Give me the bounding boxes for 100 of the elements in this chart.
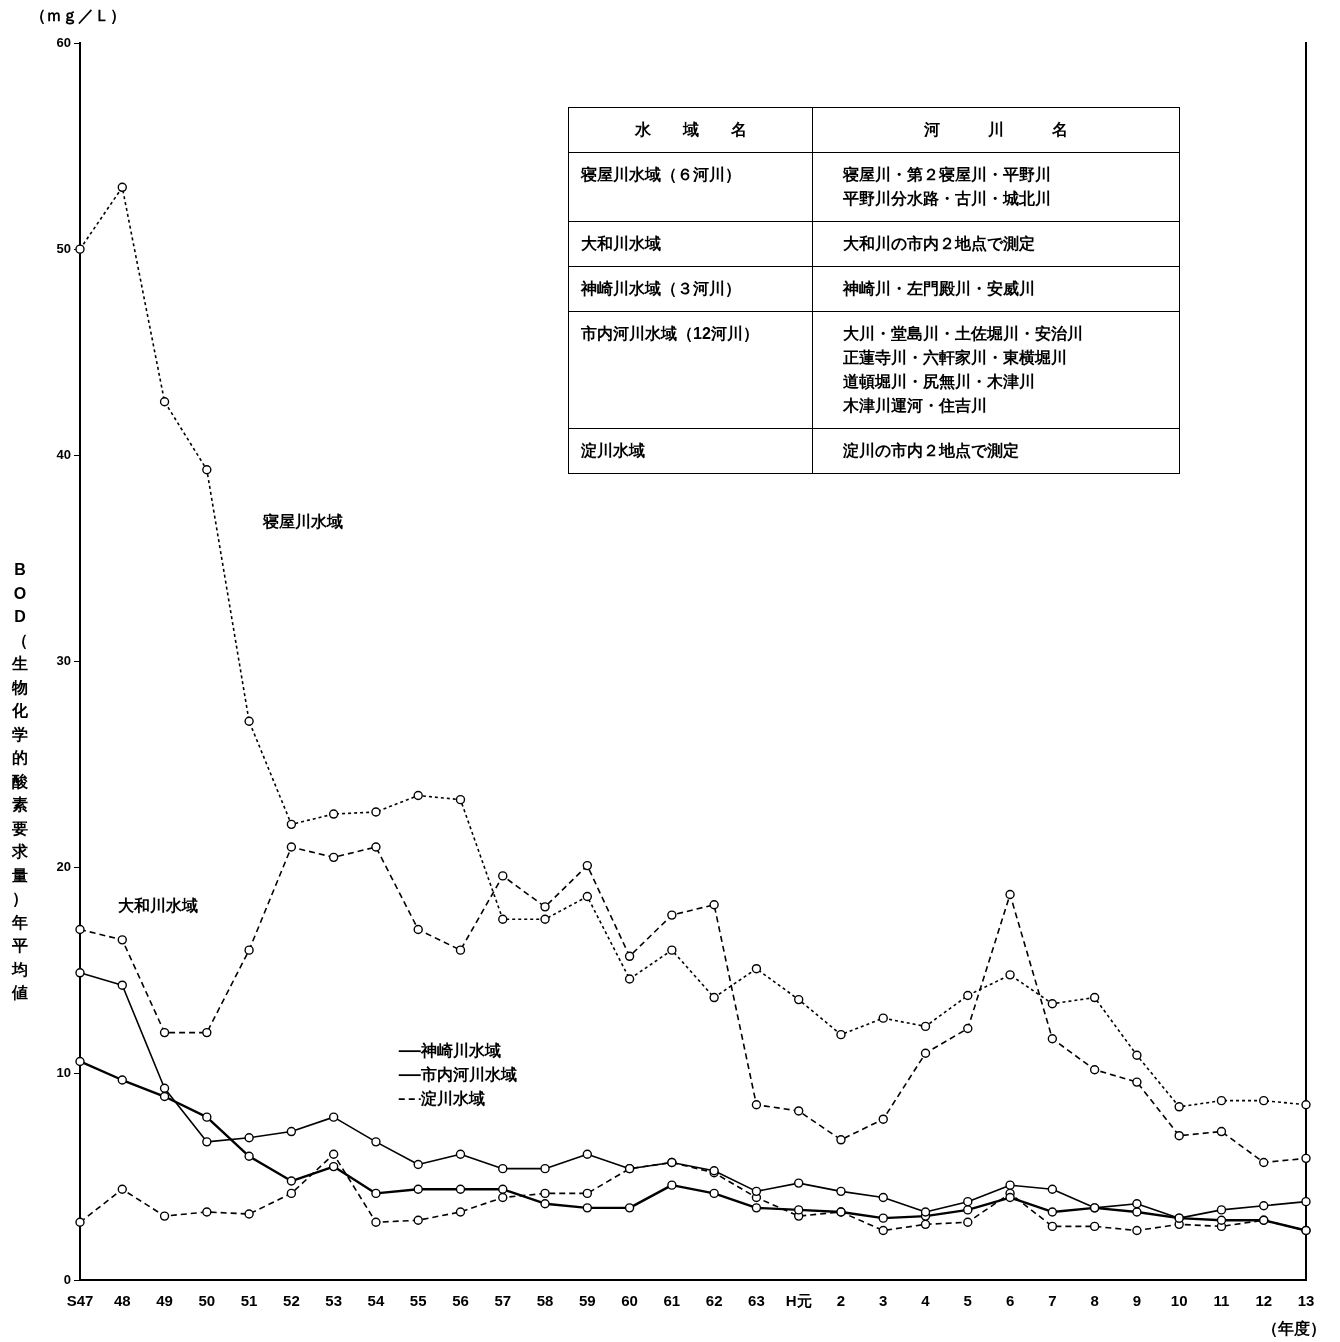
point xyxy=(202,1112,212,1122)
x-tick-label: 63 xyxy=(748,1292,765,1310)
x-tick-label: 51 xyxy=(240,1292,258,1310)
point xyxy=(117,182,127,193)
point xyxy=(286,842,297,852)
point xyxy=(793,1106,804,1116)
point xyxy=(75,244,85,254)
point xyxy=(328,1161,339,1172)
point xyxy=(202,465,212,475)
legend-label: 市内河川水域 xyxy=(419,1065,517,1083)
point xyxy=(582,891,593,902)
y-tick-label: 40 xyxy=(56,446,71,462)
point xyxy=(624,951,635,962)
point xyxy=(1216,1126,1227,1137)
y-tick-label: 60 xyxy=(56,34,71,50)
x-tick-label: 61 xyxy=(663,1292,681,1310)
point xyxy=(1005,1180,1015,1190)
point xyxy=(1259,1201,1269,1211)
point xyxy=(667,1180,677,1190)
point xyxy=(1089,992,1100,1003)
point xyxy=(963,1205,973,1215)
point xyxy=(793,994,804,1005)
point xyxy=(328,809,339,819)
x-tick-label: 50 xyxy=(198,1292,216,1310)
point xyxy=(455,945,466,955)
x-tick-label: 56 xyxy=(452,1292,469,1310)
annotation: 大和川水域 xyxy=(118,896,198,916)
annotation: 河 川 名 xyxy=(923,120,1070,140)
point xyxy=(75,1217,85,1227)
point xyxy=(117,1075,127,1085)
point xyxy=(202,1027,212,1038)
point xyxy=(751,963,762,974)
point xyxy=(1259,1157,1269,1168)
annotation: 大川・堂島川・土佐堀川・安治川 xyxy=(843,324,1085,344)
point xyxy=(582,1203,593,1213)
annotation: 寝屋川・第２寝屋川・平野川 xyxy=(843,165,1053,185)
point xyxy=(1005,889,1015,900)
point xyxy=(371,842,381,852)
annotation: 木津川運河・住吉川 xyxy=(843,396,989,416)
point xyxy=(709,992,719,1003)
point xyxy=(1216,1215,1227,1225)
point xyxy=(159,1083,170,1093)
point xyxy=(920,1048,931,1058)
point xyxy=(159,1027,170,1038)
point xyxy=(878,1114,888,1124)
annotation: 淀川水域 xyxy=(581,441,646,461)
x-axis-title: （年度） xyxy=(1262,1319,1326,1339)
x-tick-label: 3 xyxy=(879,1292,888,1310)
point xyxy=(1132,1225,1142,1236)
point xyxy=(159,1091,170,1102)
point xyxy=(878,1013,888,1023)
point xyxy=(793,1205,804,1215)
point xyxy=(1089,1065,1100,1075)
point xyxy=(117,1184,127,1194)
point xyxy=(371,1188,381,1199)
annotation: 大和川の市内２地点で測定 xyxy=(843,234,1037,254)
point xyxy=(1047,1184,1058,1194)
point xyxy=(202,1207,212,1217)
point xyxy=(1047,1221,1058,1232)
point xyxy=(1259,1095,1269,1106)
point xyxy=(878,1213,888,1223)
point xyxy=(328,1112,339,1122)
point xyxy=(371,1137,381,1147)
point xyxy=(1132,1077,1142,1087)
x-tick-label: H元 xyxy=(785,1292,812,1310)
annotation: 道頓堀川・尻無川・木津川 xyxy=(843,372,1037,392)
x-tick-label: 62 xyxy=(705,1292,723,1310)
y-tick-label: 50 xyxy=(56,240,71,256)
annotation: 淀川の市内２地点で測定 xyxy=(843,441,1021,461)
x-tick-label: 13 xyxy=(1297,1292,1315,1310)
point xyxy=(836,1186,846,1197)
annotation: 神崎川水域（３河川） xyxy=(581,279,742,299)
point xyxy=(1174,1130,1184,1141)
point xyxy=(1047,1207,1058,1217)
point xyxy=(582,860,593,871)
point xyxy=(1301,1100,1311,1110)
x-tick-label: 6 xyxy=(1005,1292,1015,1310)
point xyxy=(1047,999,1058,1009)
point xyxy=(582,1188,593,1199)
point xyxy=(1132,1050,1142,1060)
point xyxy=(963,1217,973,1227)
x-tick-label: 48 xyxy=(113,1292,131,1310)
point xyxy=(455,1207,466,1217)
point xyxy=(878,1192,888,1203)
x-tick-label: 49 xyxy=(156,1292,173,1310)
annotation: 神崎川・左門殿川・安威川 xyxy=(843,279,1037,299)
legend-label: 神崎川水域 xyxy=(419,1041,501,1059)
x-tick-label: 5 xyxy=(963,1292,972,1310)
point xyxy=(1005,1192,1015,1203)
point xyxy=(540,1163,550,1174)
point xyxy=(413,790,423,801)
point xyxy=(202,1137,212,1147)
x-tick-label: 11 xyxy=(1213,1292,1230,1310)
point xyxy=(709,1188,719,1199)
point xyxy=(963,1196,973,1207)
x-tick-label: 9 xyxy=(1132,1292,1142,1310)
point xyxy=(1216,1205,1227,1215)
point xyxy=(920,1021,931,1032)
x-tick-label: 55 xyxy=(409,1292,427,1310)
point xyxy=(751,1203,762,1213)
